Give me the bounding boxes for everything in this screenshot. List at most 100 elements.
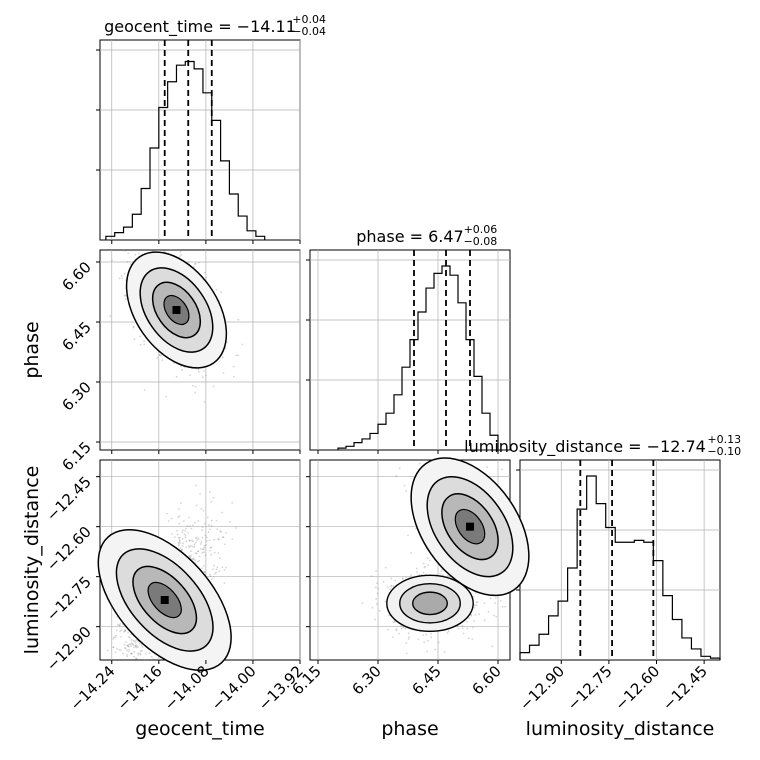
x-tick-label: −12.90: [516, 662, 568, 714]
y-tick-label: 6.45: [58, 318, 94, 354]
sample-point: [222, 371, 225, 374]
sample-point: [194, 552, 197, 555]
histogram-step: [105, 60, 266, 240]
sample-point: [180, 502, 182, 504]
sample-point: [181, 548, 184, 551]
sample-point: [158, 354, 161, 356]
sample-point: [483, 602, 486, 605]
sample-point: [440, 570, 443, 573]
title-main: luminosity_distance = −12.74: [464, 437, 706, 457]
sample-point: [124, 250, 127, 252]
sample-point: [378, 609, 381, 612]
sample-point: [474, 613, 477, 616]
sample-point: [441, 568, 443, 571]
sample-point: [415, 567, 418, 570]
sample-point: [221, 536, 224, 539]
sample-point: [192, 557, 195, 560]
x-tick-label: −14.08: [161, 662, 213, 714]
y-tick-label: −12.45: [43, 473, 95, 525]
sample-point: [194, 263, 196, 265]
sample-point: [225, 531, 228, 534]
sample-point: [384, 566, 387, 569]
sample-point: [218, 570, 221, 573]
sample-point: [193, 546, 196, 548]
sample-point: [398, 467, 401, 470]
sample-point: [137, 646, 139, 648]
sample-point: [215, 519, 218, 522]
sample-point: [126, 649, 128, 652]
sample-point: [405, 490, 408, 492]
title-lower: −0.08: [464, 235, 498, 248]
sample-point: [127, 644, 129, 647]
sample-point: [123, 643, 126, 646]
sample-point: [201, 552, 204, 554]
sample-point: [470, 614, 473, 617]
title-lower: −0.04: [292, 25, 326, 38]
sample-point: [119, 622, 122, 625]
sample-point: [209, 549, 211, 552]
sample-point: [446, 632, 449, 634]
sample-point: [160, 354, 162, 357]
sample-point: [190, 554, 192, 557]
sample-point: [114, 651, 117, 654]
sample-point: [179, 250, 182, 253]
sample-point: [404, 627, 407, 630]
sample-point: [201, 536, 204, 539]
sample-point: [183, 533, 186, 536]
sample-point: [394, 579, 397, 582]
sample-point: [371, 606, 374, 609]
sample-point: [112, 646, 115, 649]
sample-point: [389, 588, 391, 590]
sample-point: [205, 536, 208, 539]
sample-point: [181, 545, 184, 547]
sample-point: [466, 627, 469, 630]
sample-point: [447, 630, 450, 633]
sample-point: [210, 553, 213, 556]
panel-3: [96, 249, 301, 454]
sample-point: [193, 265, 195, 268]
sample-point: [118, 648, 121, 651]
sample-point: [487, 611, 490, 613]
sample-point: [201, 376, 204, 379]
sample-point: [231, 501, 234, 504]
sample-point: [194, 541, 197, 544]
sample-point: [191, 558, 194, 561]
sample-point: [211, 578, 213, 581]
sample-point: [410, 574, 412, 577]
sample-point: [398, 632, 400, 635]
sample-point: [126, 260, 129, 263]
sample-point: [199, 543, 202, 545]
sample-point: [139, 653, 142, 656]
sample-point: [137, 252, 140, 255]
sample-point: [188, 546, 191, 549]
sample-point: [203, 551, 205, 554]
sample-point: [407, 638, 410, 640]
sample-point: [467, 637, 470, 640]
sample-point: [418, 462, 421, 465]
title-upper: +0.04: [292, 13, 326, 26]
sample-point: [224, 543, 226, 546]
sample-point: [112, 636, 115, 639]
x-tick-label: −12.60: [611, 662, 663, 714]
sample-point: [192, 524, 194, 527]
sample-point: [130, 639, 133, 641]
sample-point: [478, 613, 481, 616]
sample-point: [370, 575, 373, 578]
sample-point: [208, 539, 211, 542]
x-axis-label-phase: phase: [381, 718, 438, 740]
sample-point: [180, 549, 183, 552]
sample-point: [215, 568, 218, 571]
sample-point: [141, 649, 143, 652]
sample-point: [132, 644, 135, 647]
sample-point: [222, 536, 225, 539]
sample-point: [197, 370, 200, 373]
sample-point: [216, 528, 219, 530]
sample-point: [377, 587, 380, 590]
y-tick-label: 6.15: [58, 438, 94, 474]
sample-point: [403, 484, 406, 487]
sample-point: [134, 641, 137, 644]
sample-point: [462, 632, 465, 635]
sample-point: [423, 566, 426, 569]
sample-point: [428, 559, 431, 562]
